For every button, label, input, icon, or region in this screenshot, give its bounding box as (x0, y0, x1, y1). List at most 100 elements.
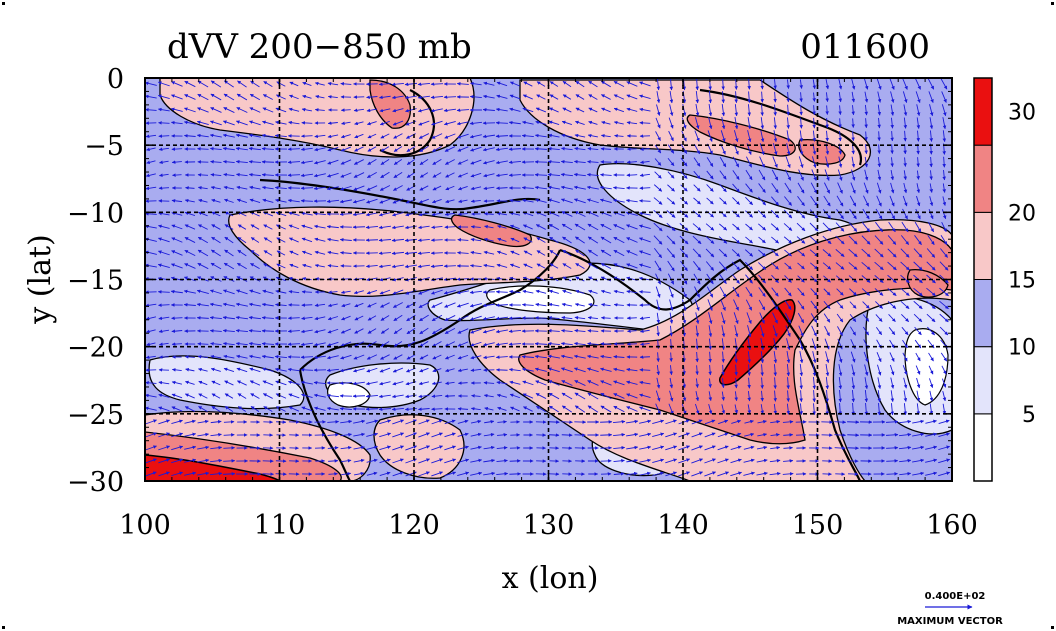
shear-vector (197, 354, 209, 359)
shear-vector (287, 342, 300, 346)
shear-vector (391, 95, 404, 100)
shear-vector (600, 433, 613, 437)
shear-vector (261, 329, 275, 333)
shear-vector (457, 458, 470, 463)
shear-vector (404, 264, 417, 269)
shear-vector (275, 393, 287, 399)
shear-vector (639, 303, 651, 307)
shear-vector (184, 211, 196, 217)
shear-vector (184, 94, 196, 100)
shear-vector (404, 225, 417, 230)
shear-vector (210, 249, 221, 257)
shear-vector (393, 185, 403, 191)
shear-vector (172, 173, 182, 177)
shear-vector (339, 406, 352, 411)
shear-vector (509, 472, 521, 476)
shear-vector (406, 354, 416, 360)
shear-vector (145, 134, 157, 139)
shear-vector (431, 120, 443, 126)
shear-vector (378, 251, 391, 256)
shear-vector (196, 316, 209, 320)
shear-vector (379, 381, 391, 386)
shear-vector (184, 263, 196, 269)
shear-vector (444, 133, 456, 139)
chart-timestamp: 011600 (800, 27, 930, 67)
shear-vector (431, 458, 444, 464)
shear-vector (393, 171, 403, 179)
shear-vector (341, 121, 351, 126)
shear-vector (223, 420, 235, 424)
shear-vector (639, 199, 651, 203)
shear-vector (158, 355, 169, 359)
shear-vector (249, 120, 261, 126)
shear-vector (406, 341, 416, 347)
shear-vector (340, 172, 352, 178)
shear-vector (210, 419, 222, 424)
shear-vector (157, 81, 170, 87)
shear-vector (248, 159, 261, 164)
shear-vector (171, 329, 183, 333)
shear-vector (327, 146, 339, 152)
shear-vector (365, 212, 378, 217)
shear-vector (248, 302, 261, 307)
shear-vector (288, 406, 300, 412)
shear-vector (379, 471, 391, 477)
shear-vector (418, 458, 430, 464)
shear-vector (287, 173, 301, 177)
shear-vector (367, 315, 377, 321)
shear-vector (392, 471, 404, 477)
shear-vector (339, 199, 352, 204)
shear-vector (327, 303, 338, 308)
shear-vector (301, 290, 312, 294)
colorbar-tick-label: 10 (1008, 336, 1036, 361)
shear-vector (210, 173, 222, 177)
shear-vector (287, 147, 300, 151)
shear-vector (393, 146, 403, 152)
shear-vector (548, 420, 560, 424)
shear-vector (626, 173, 638, 177)
shear-vector (158, 393, 170, 398)
shear-vector (639, 368, 651, 372)
vector-legend-label: MAXIMUM VECTOR (897, 616, 1003, 627)
shear-vector (183, 302, 196, 307)
shear-vector (237, 80, 247, 88)
shear-vector (431, 419, 443, 425)
shear-vector (366, 354, 378, 360)
shear-vector (314, 108, 325, 112)
shear-vector (313, 186, 327, 191)
shear-vector (145, 303, 157, 308)
shear-vector (263, 406, 273, 412)
shear-vector (197, 249, 209, 257)
shear-vector (170, 107, 183, 112)
shear-vector (222, 302, 235, 307)
coastline-contour (559, 248, 691, 311)
shear-vector (237, 249, 247, 257)
shear-vector (197, 471, 210, 476)
shear-vector (300, 160, 313, 165)
shear-vector (197, 458, 210, 463)
shear-vector (326, 224, 339, 229)
shear-vector (236, 367, 248, 373)
shear-vector (197, 262, 209, 270)
shear-vector (171, 263, 183, 269)
shear-vector (275, 289, 287, 294)
shear-vector (210, 93, 222, 101)
shear-vector (639, 186, 651, 190)
shear-vector (275, 94, 286, 100)
shear-vector (340, 419, 353, 424)
shear-vector (392, 198, 404, 204)
shear-vector (430, 264, 443, 269)
shear-vector (184, 198, 195, 203)
shear-vector (289, 94, 299, 100)
shear-vector (380, 158, 390, 166)
shear-vector (145, 81, 157, 86)
shear-vector (393, 354, 403, 360)
shear-vector (365, 394, 378, 399)
shear-vector (456, 121, 469, 126)
shear-vector (380, 146, 390, 152)
shear-vector (261, 316, 274, 320)
shear-vector (418, 302, 430, 308)
shear-vector (431, 212, 443, 217)
shear-vector (380, 315, 390, 321)
shear-vector (457, 328, 469, 334)
